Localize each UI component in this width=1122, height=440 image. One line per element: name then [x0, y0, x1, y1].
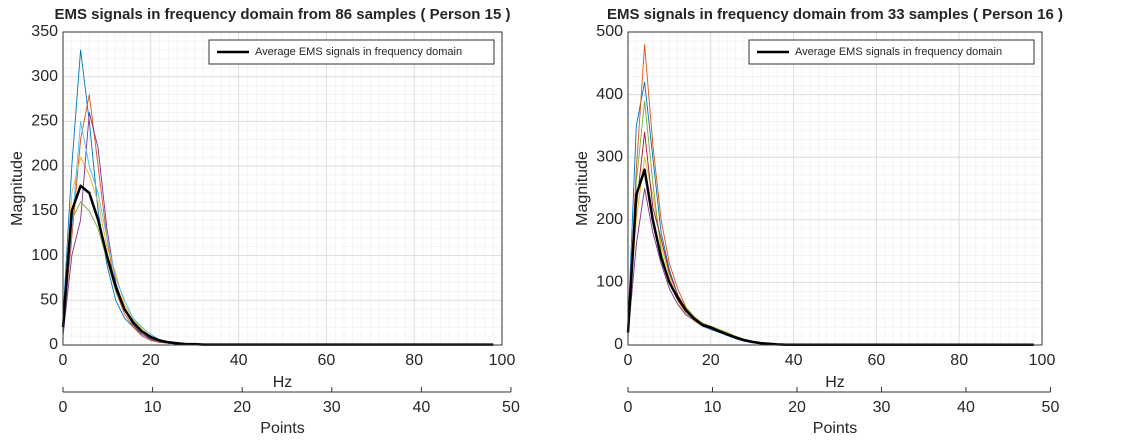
x-axis-label: Hz — [825, 374, 845, 391]
x2-tick-label: 10 — [704, 399, 722, 416]
legend-label: Average EMS signals in frequency domain — [255, 46, 462, 58]
x2-tick-label: 50 — [1042, 399, 1060, 416]
x2-tick-label: 40 — [412, 399, 430, 416]
y-tick-label: 0 — [614, 336, 623, 353]
x2-tick-label: 40 — [957, 399, 975, 416]
x2-tick-label: 20 — [788, 399, 806, 416]
y-tick-label: 100 — [596, 274, 623, 291]
x-axis-label: Hz — [273, 374, 293, 391]
x-tick-label: 100 — [1029, 352, 1056, 369]
x-tick-label: 0 — [624, 352, 633, 369]
x-tick-label: 20 — [702, 352, 720, 369]
x-tick-label: 100 — [489, 352, 516, 369]
x-tick-label: 20 — [142, 352, 160, 369]
x2-axis-label: Points — [813, 420, 857, 437]
y-tick-label: 400 — [596, 86, 623, 103]
y-axis-label: Magnitude — [9, 151, 26, 226]
x-tick-label: 40 — [785, 352, 803, 369]
x-tick-label: 60 — [868, 352, 886, 369]
chart-title: EMS signals in frequency domain from 86 … — [55, 6, 511, 23]
y-tick-label: 500 — [596, 23, 623, 40]
plot-frame — [62, 31, 503, 346]
y-tick-label: 200 — [31, 157, 58, 174]
legend-label: Average EMS signals in frequency domain — [795, 46, 1002, 58]
chart-title: EMS signals in frequency domain from 33 … — [607, 6, 1063, 23]
x-tick-label: 0 — [59, 352, 68, 369]
plot-frame — [627, 31, 1043, 346]
y-tick-label: 350 — [31, 23, 58, 40]
y-tick-label: 200 — [596, 211, 623, 228]
x2-axis-label: Points — [260, 420, 304, 437]
x2-tick-label: 0 — [624, 399, 633, 416]
x2-tick-label: 30 — [323, 399, 341, 416]
x-tick-label: 60 — [318, 352, 336, 369]
x-tick-label: 80 — [405, 352, 423, 369]
y-tick-label: 50 — [40, 292, 58, 309]
y-tick-label: 300 — [596, 148, 623, 165]
x2-tick-label: 50 — [502, 399, 520, 416]
x2-tick-label: 10 — [144, 399, 162, 416]
x-tick-label: 80 — [950, 352, 968, 369]
y-tick-label: 250 — [31, 113, 58, 130]
y-tick-label: 0 — [49, 336, 58, 353]
y-tick-label: 100 — [31, 247, 58, 264]
x2-tick-label: 20 — [233, 399, 251, 416]
y-tick-label: 150 — [31, 202, 58, 219]
x2-tick-label: 0 — [59, 399, 68, 416]
legend-box — [208, 39, 495, 65]
y-tick-label: 300 — [31, 68, 58, 85]
y-axis-label: Magnitude — [574, 151, 591, 226]
x2-tick-label: 30 — [873, 399, 891, 416]
legend-box — [748, 39, 1035, 65]
x-tick-label: 40 — [230, 352, 248, 369]
